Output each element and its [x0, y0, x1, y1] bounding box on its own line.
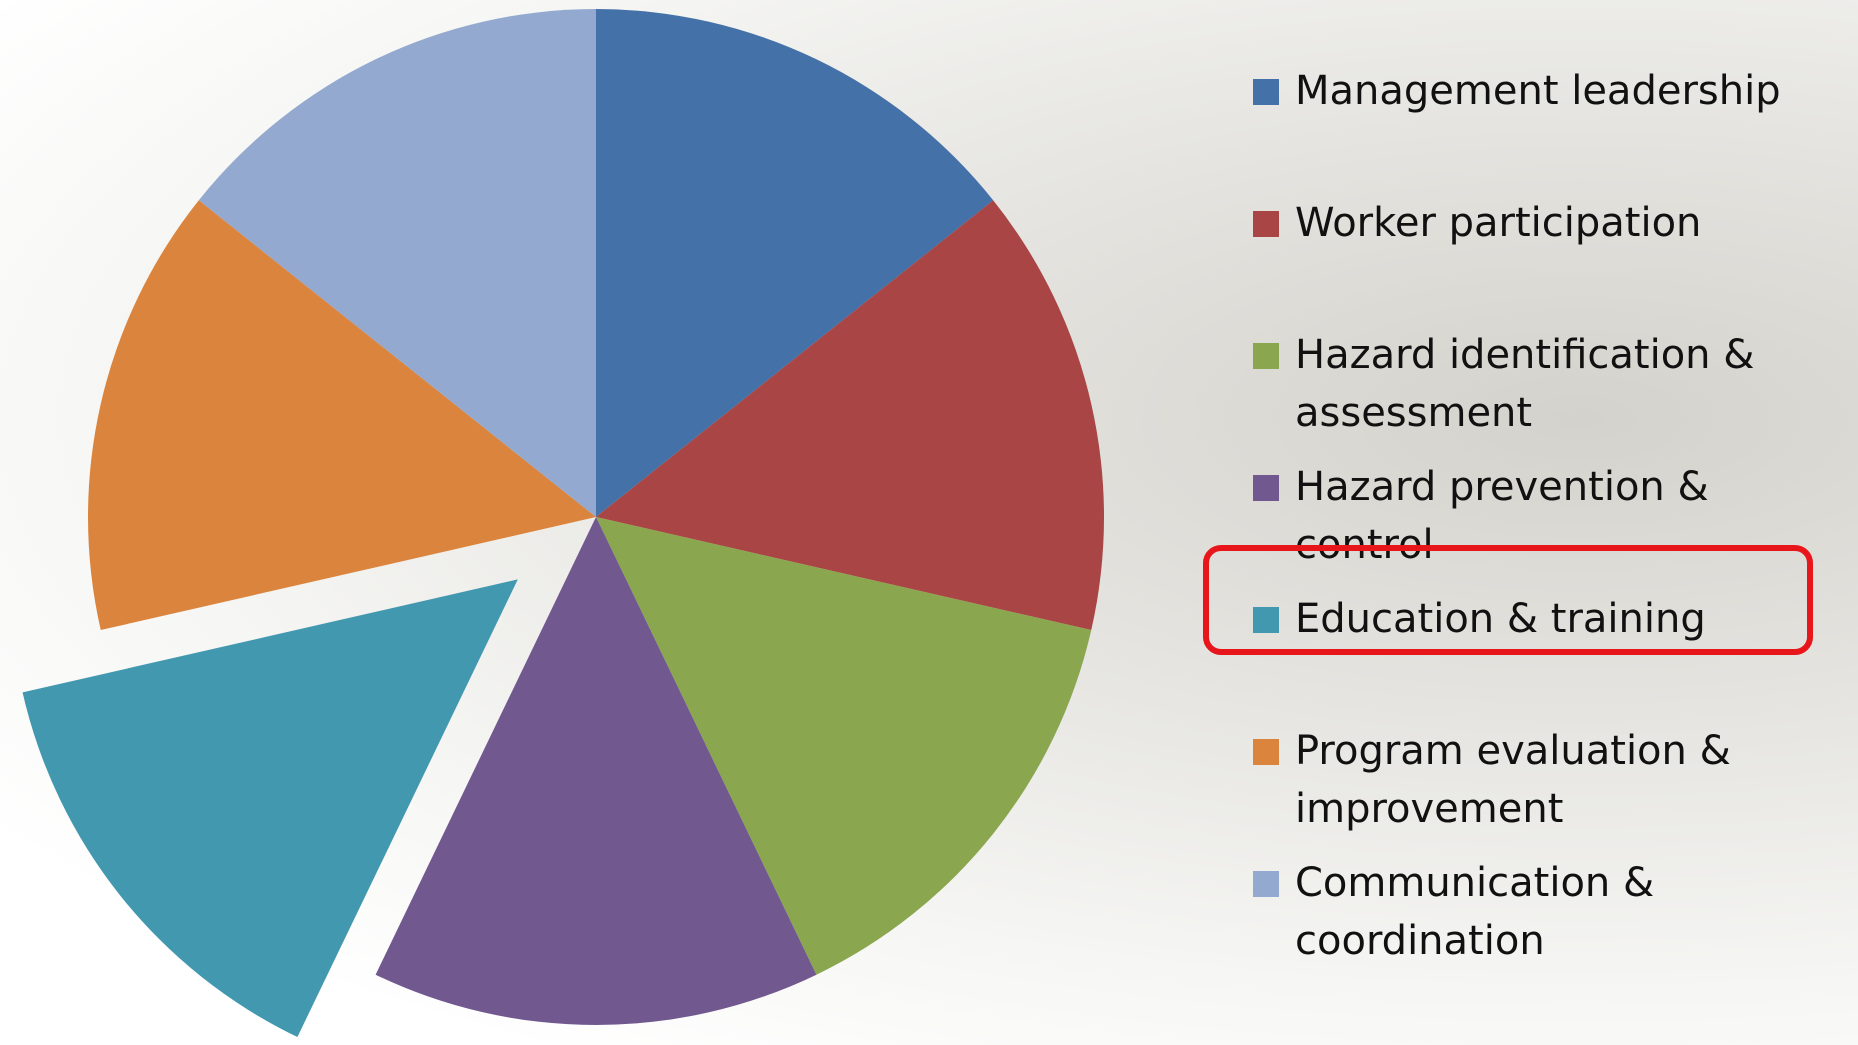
- legend-label: Management leadership: [1295, 68, 1781, 114]
- legend-swatch: [1253, 211, 1279, 237]
- legend-swatch: [1253, 79, 1279, 105]
- highlight-box: [1203, 545, 1813, 655]
- legend-swatch: [1253, 475, 1279, 501]
- legend-label: Program evaluation & improvement: [1295, 728, 1731, 832]
- legend-item: Management leadership: [1253, 62, 1853, 194]
- legend-label: Communication & coordination: [1295, 860, 1654, 964]
- legend-item: Communication & coordination: [1253, 854, 1853, 986]
- legend-label: Hazard identification & assessment: [1295, 332, 1754, 436]
- legend-swatch: [1253, 871, 1279, 897]
- legend-item: Worker participation: [1253, 194, 1853, 326]
- legend-item: Hazard identification & assessment: [1253, 326, 1853, 458]
- legend-label: Worker participation: [1295, 200, 1701, 246]
- legend-item: Program evaluation & improvement: [1253, 722, 1853, 854]
- legend: Management leadership Worker participatio…: [1253, 62, 1853, 986]
- legend-swatch: [1253, 739, 1279, 765]
- legend-swatch: [1253, 343, 1279, 369]
- page: Management leadership Worker participatio…: [0, 0, 1858, 1045]
